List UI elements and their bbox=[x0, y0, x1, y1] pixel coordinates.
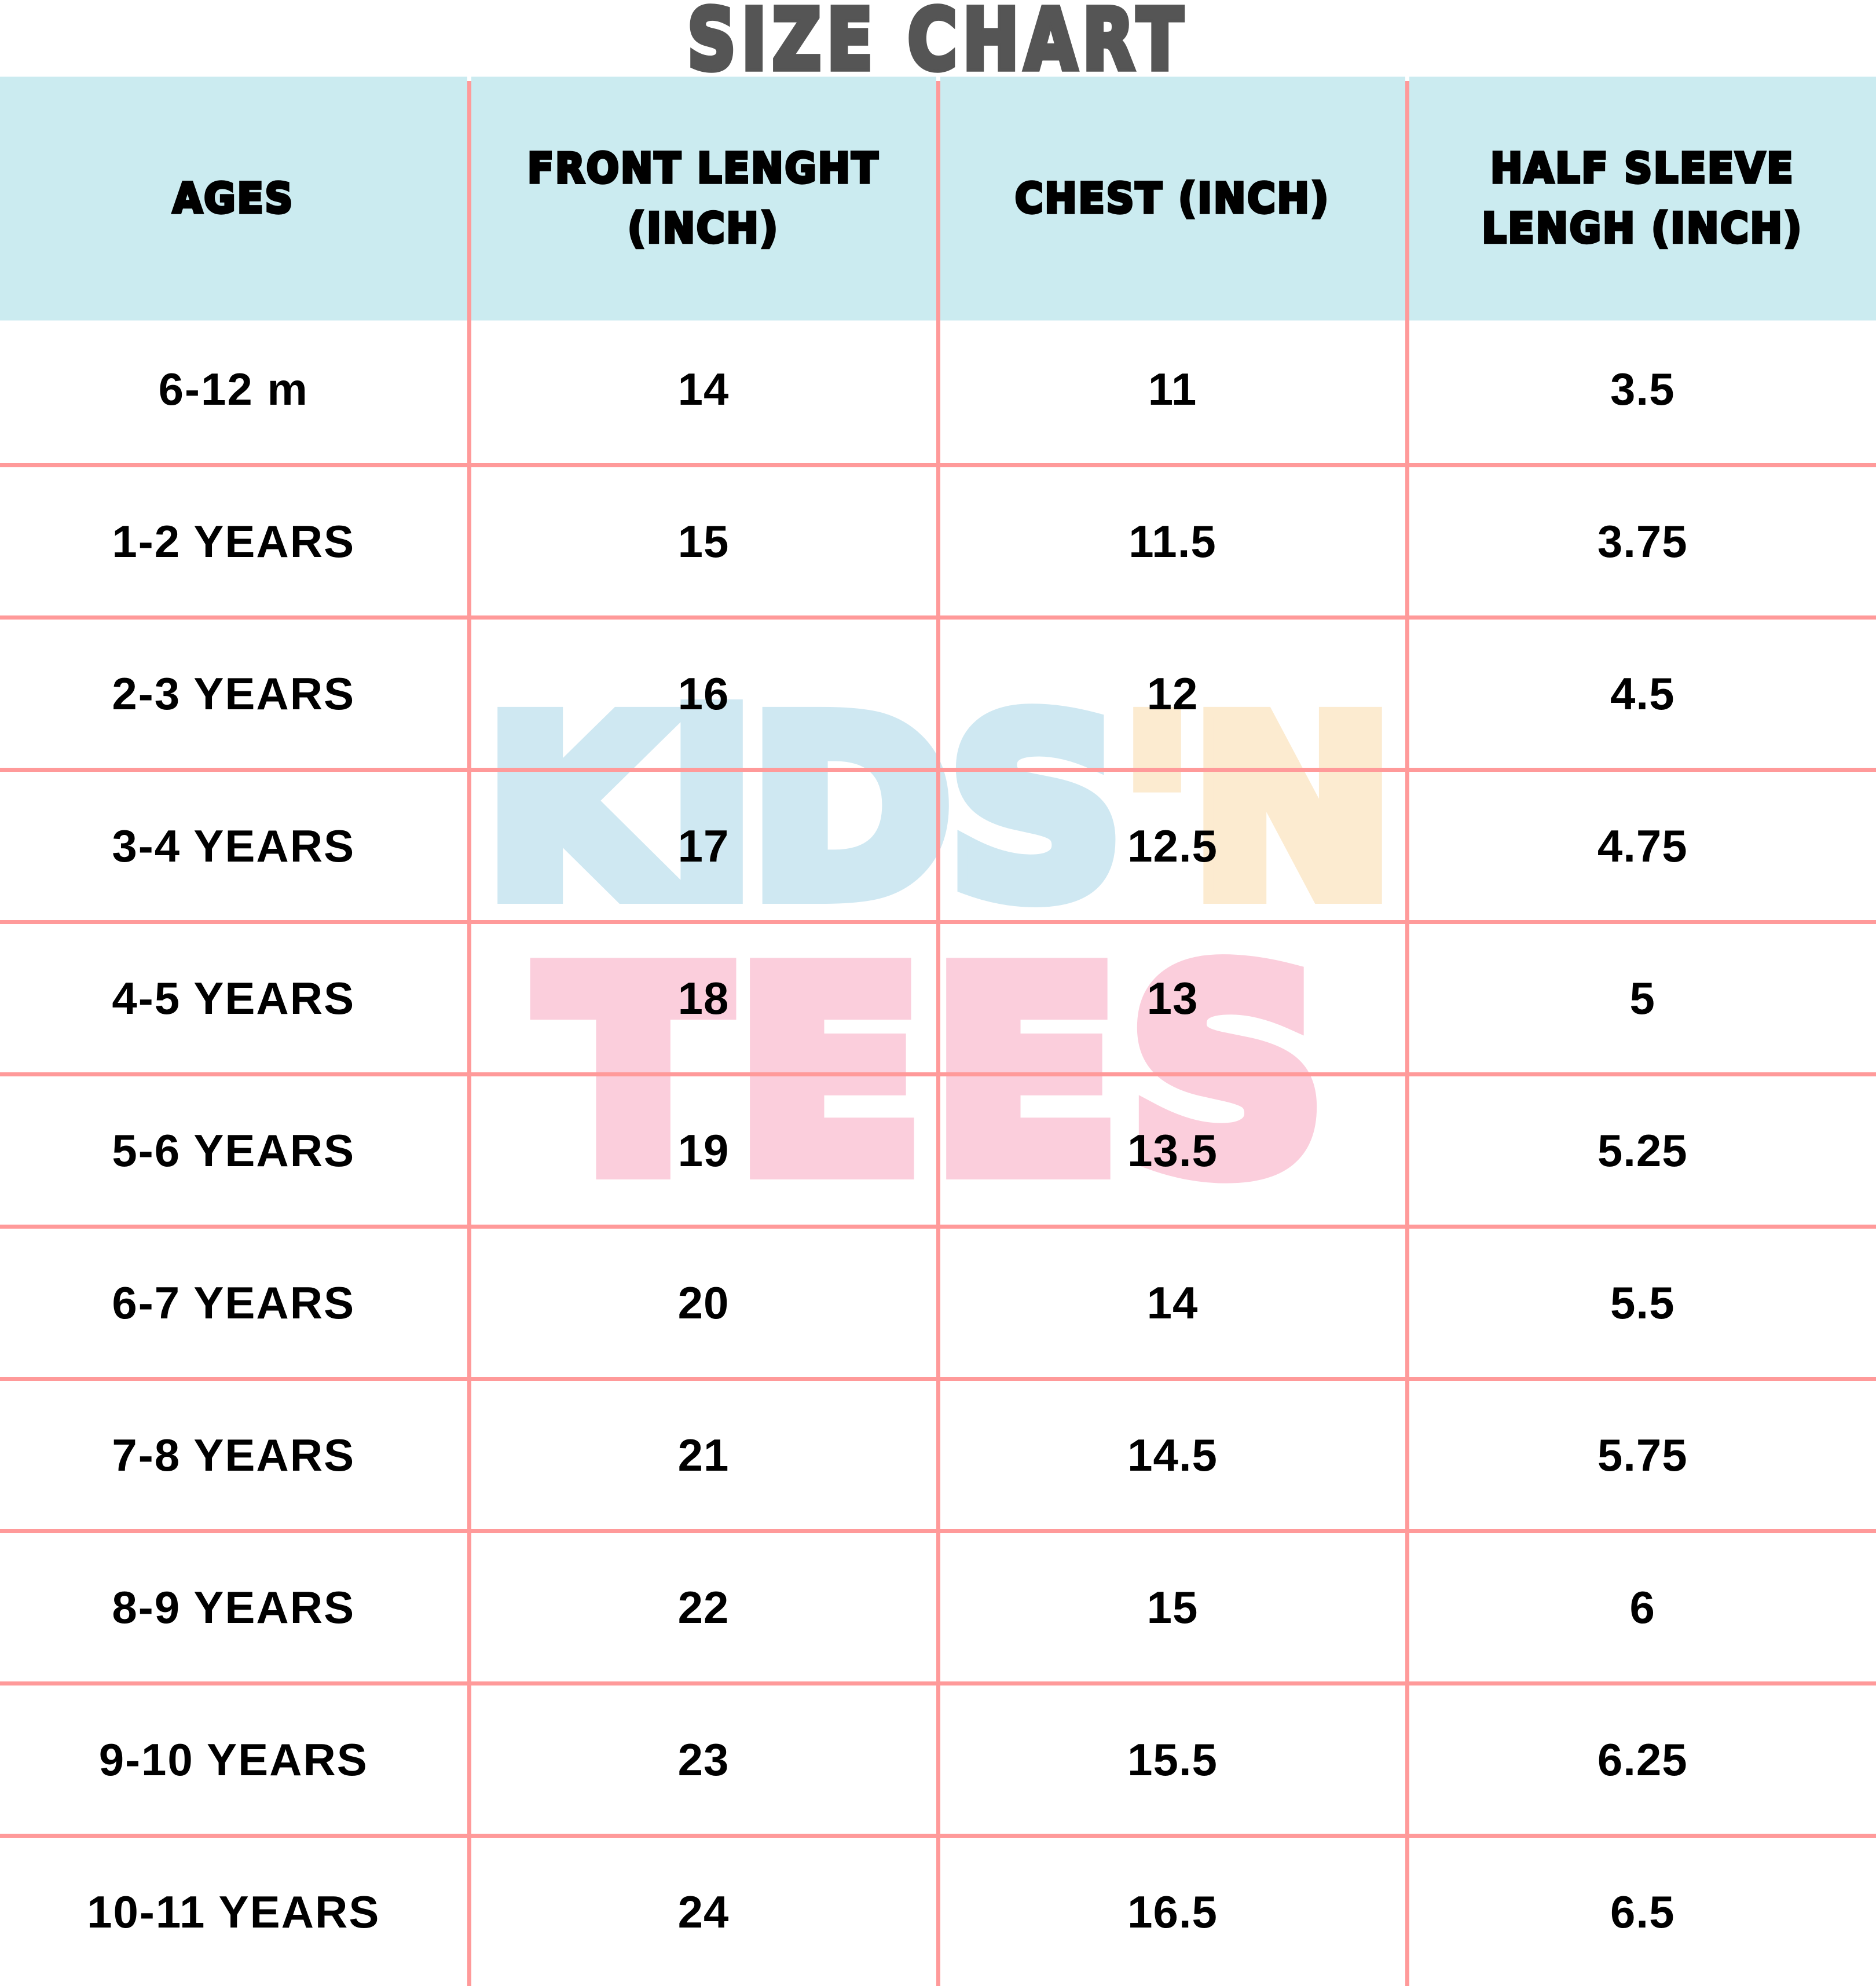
cell-age: 2-3 YEARS bbox=[0, 618, 469, 770]
cell-front-length: 21 bbox=[469, 1379, 938, 1531]
column-header-ages: AGES bbox=[0, 74, 469, 323]
cell-age: 8-9 YEARS bbox=[0, 1531, 469, 1684]
cell-chest: 12 bbox=[938, 618, 1407, 770]
column-header-chest-line1: CHEST (INCH) bbox=[1015, 174, 1330, 222]
cell-age: 1-2 YEARS bbox=[0, 466, 469, 618]
cell-age: 6-12 m bbox=[0, 313, 469, 466]
cell-front-length: 17 bbox=[469, 770, 938, 922]
cell-chest: 11.5 bbox=[938, 466, 1407, 618]
cell-front-length: 15 bbox=[469, 466, 938, 618]
cell-half-sleeve: 4.75 bbox=[1407, 770, 1876, 922]
column-header-ages-line1: AGES bbox=[173, 174, 294, 222]
cell-half-sleeve: 6 bbox=[1407, 1531, 1876, 1684]
cell-age: 7-8 YEARS bbox=[0, 1379, 469, 1531]
column-header-front-length-line1: FRONT LENGHT bbox=[527, 144, 880, 192]
cell-age: 4-5 YEARS bbox=[0, 922, 469, 1075]
column-header-chest: CHEST (INCH) bbox=[938, 74, 1407, 323]
page-title: SIZE CHART bbox=[687, 0, 1189, 83]
column-header-front-length: FRONT LENGHT (INCH) bbox=[469, 74, 938, 323]
cell-chest: 12.5 bbox=[938, 770, 1407, 922]
cell-age: 9-10 YEARS bbox=[0, 1684, 469, 1836]
cell-front-length: 14 bbox=[469, 313, 938, 466]
cell-half-sleeve: 6.5 bbox=[1407, 1836, 1876, 1986]
size-chart-table: AGES FRONT LENGHT (INCH) CHEST (INCH) HA… bbox=[0, 81, 1876, 1986]
column-header-front-length-line2: (INCH) bbox=[628, 204, 779, 252]
title-bar: SIZE CHART bbox=[0, 0, 1876, 81]
cell-chest: 14 bbox=[938, 1227, 1407, 1379]
cell-front-length: 16 bbox=[469, 618, 938, 770]
cell-age: 6-7 YEARS bbox=[0, 1227, 469, 1379]
cell-front-length: 19 bbox=[469, 1075, 938, 1227]
cell-chest: 13.5 bbox=[938, 1075, 1407, 1227]
cell-age: 5-6 YEARS bbox=[0, 1075, 469, 1227]
cell-chest: 14.5 bbox=[938, 1379, 1407, 1531]
cell-half-sleeve: 5.5 bbox=[1407, 1227, 1876, 1379]
cell-half-sleeve: 5.25 bbox=[1407, 1075, 1876, 1227]
cell-age: 3-4 YEARS bbox=[0, 770, 469, 922]
cell-half-sleeve: 5 bbox=[1407, 922, 1876, 1075]
column-header-half-sleeve-line1: HALF SLEEVE bbox=[1490, 144, 1794, 192]
table-header-row: AGES FRONT LENGHT (INCH) CHEST (INCH) HA… bbox=[0, 83, 1876, 313]
cell-chest: 13 bbox=[938, 922, 1407, 1075]
cell-chest: 16.5 bbox=[938, 1836, 1407, 1986]
cell-half-sleeve: 6.25 bbox=[1407, 1684, 1876, 1836]
cell-chest: 15 bbox=[938, 1531, 1407, 1684]
size-chart-container: KiDS'N TEES AGES FRONT LENGHT (INCH) CHE… bbox=[0, 81, 1876, 1876]
cell-front-length: 20 bbox=[469, 1227, 938, 1379]
cell-half-sleeve: 3.5 bbox=[1407, 313, 1876, 466]
cell-front-length: 24 bbox=[469, 1836, 938, 1986]
cell-chest: 15.5 bbox=[938, 1684, 1407, 1836]
column-header-half-sleeve-line2: LENGH (INCH) bbox=[1482, 204, 1803, 252]
cell-chest: 11 bbox=[938, 313, 1407, 466]
cell-half-sleeve: 3.75 bbox=[1407, 466, 1876, 618]
cell-front-length: 18 bbox=[469, 922, 938, 1075]
cell-half-sleeve: 5.75 bbox=[1407, 1379, 1876, 1531]
column-header-half-sleeve: HALF SLEEVE LENGH (INCH) bbox=[1407, 74, 1876, 323]
cell-age: 10-11 YEARS bbox=[0, 1836, 469, 1986]
cell-front-length: 22 bbox=[469, 1531, 938, 1684]
cell-half-sleeve: 4.5 bbox=[1407, 618, 1876, 770]
cell-front-length: 23 bbox=[469, 1684, 938, 1836]
